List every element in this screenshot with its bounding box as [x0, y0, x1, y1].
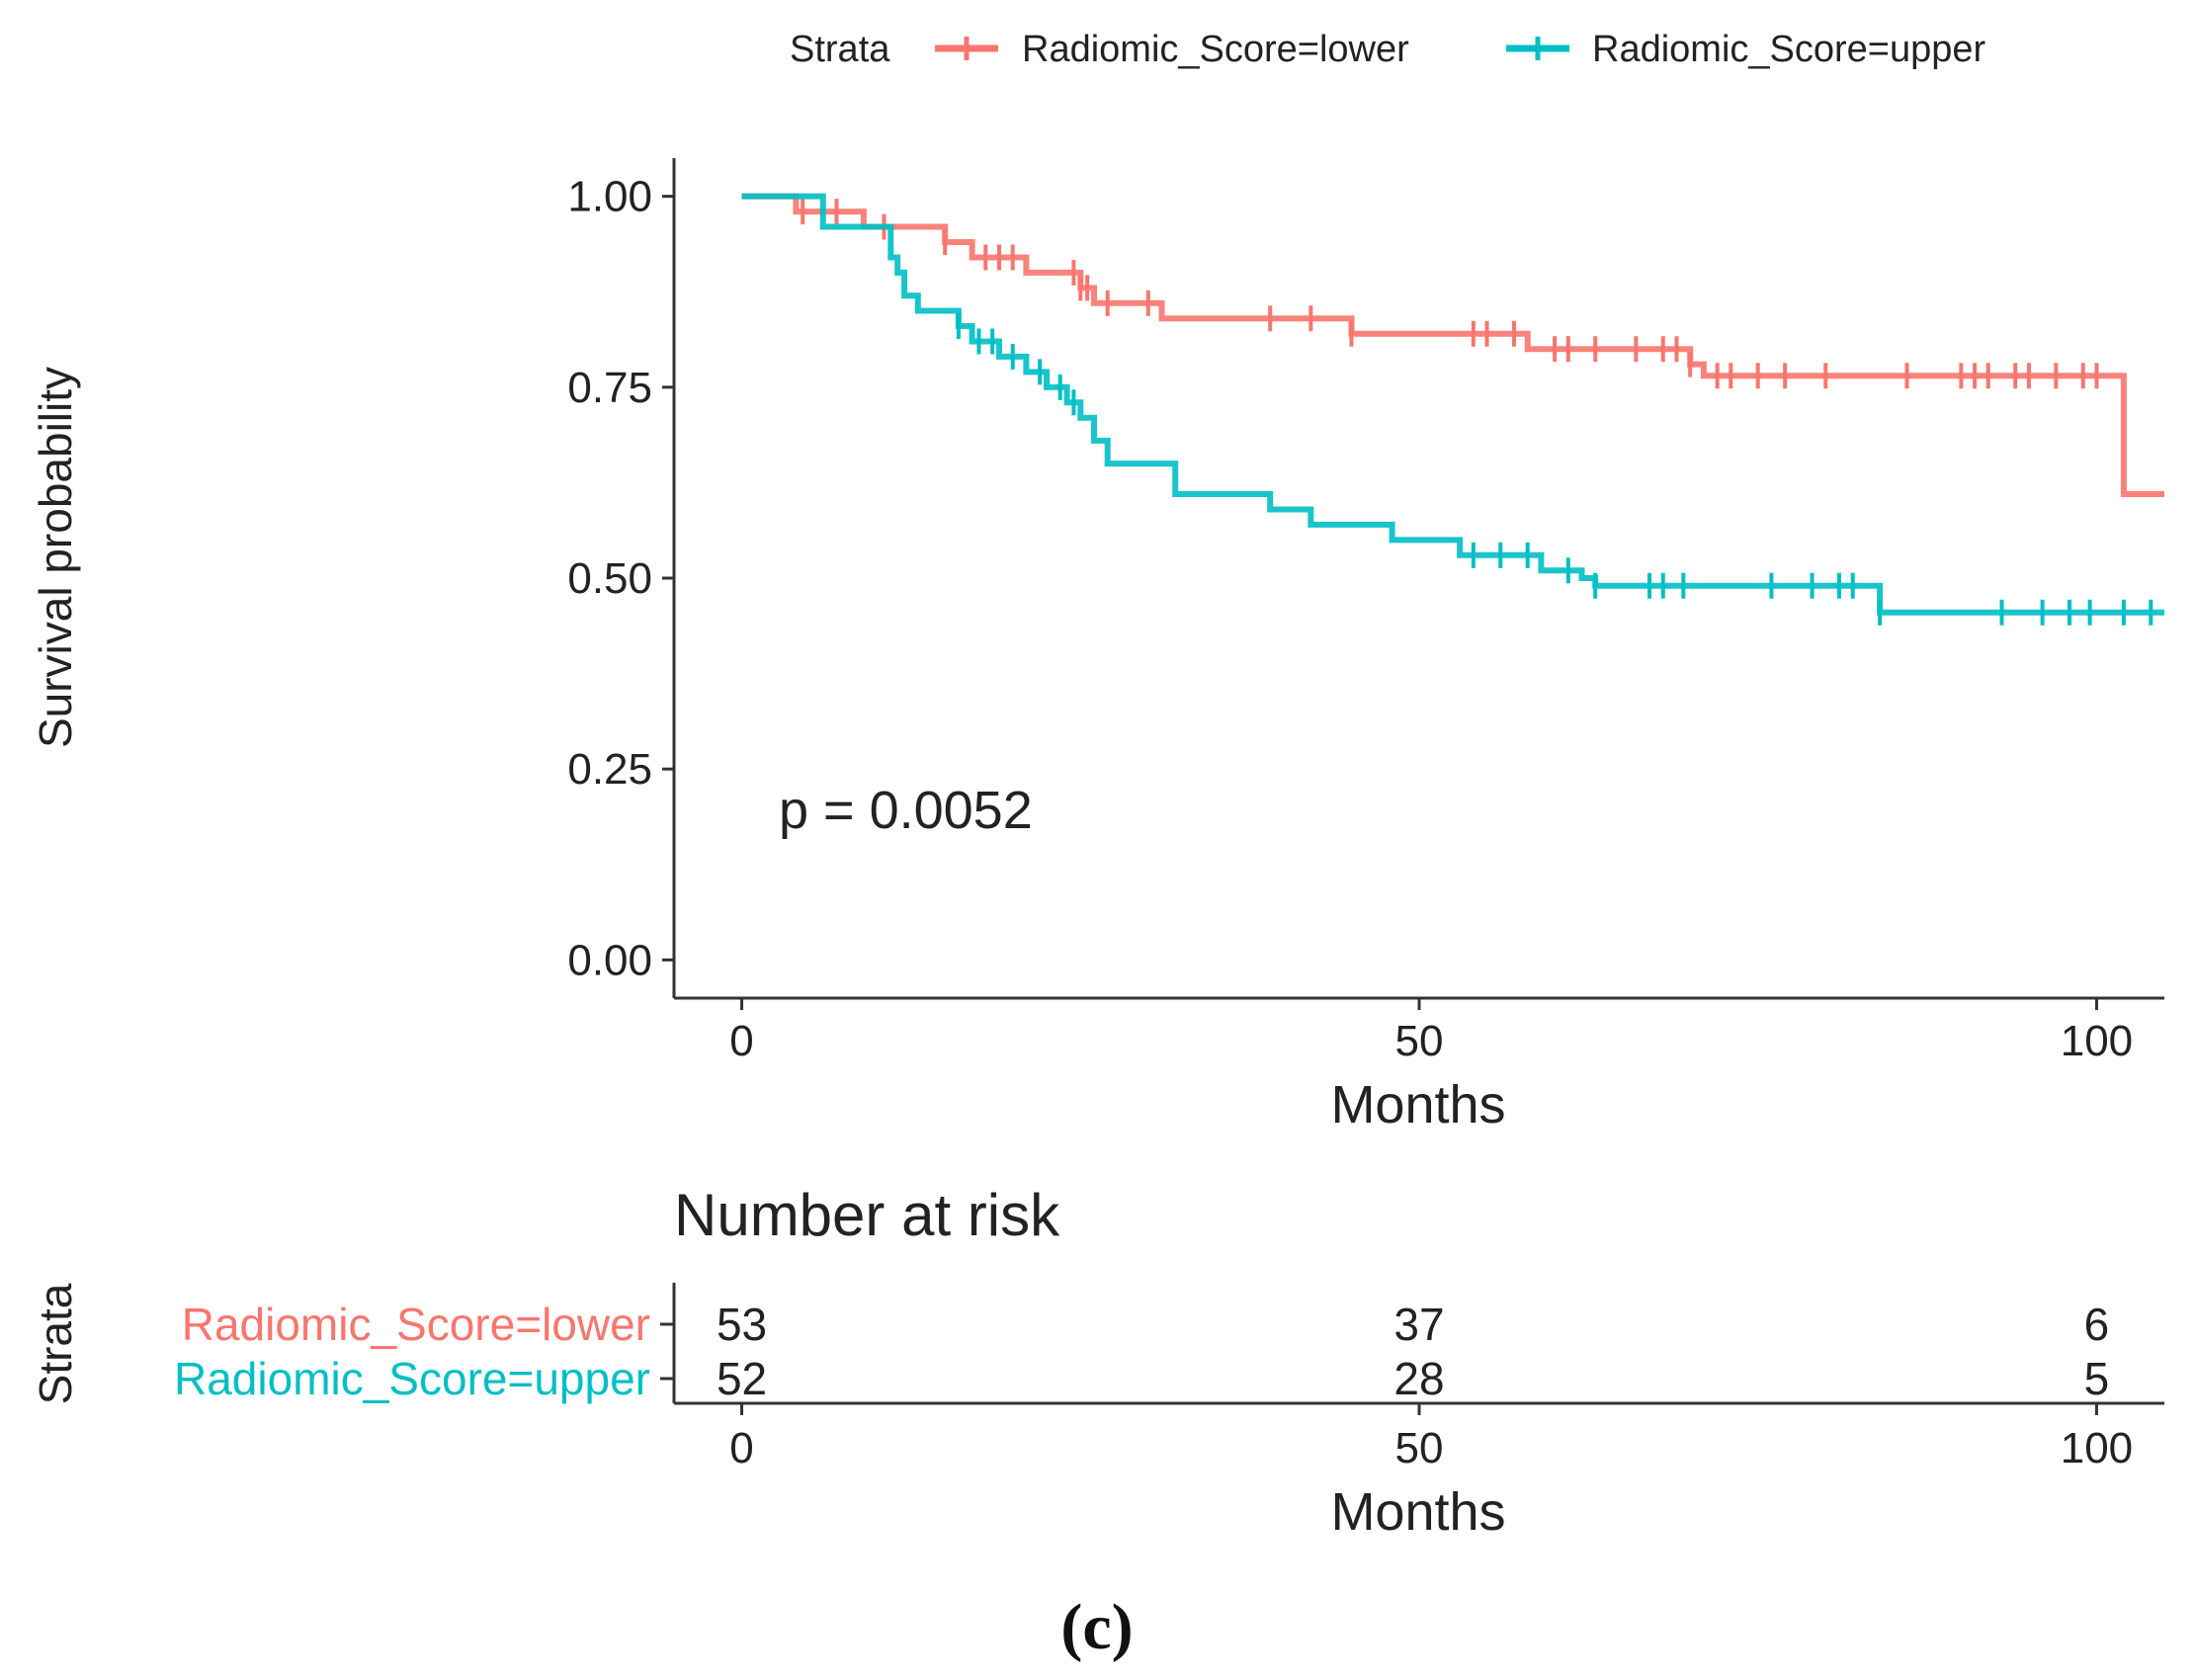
risk-x-tick-label: 50	[1395, 1424, 1444, 1472]
legend-key-upper	[1506, 37, 1569, 60]
risk-count: 6	[2084, 1299, 2110, 1350]
survival-curve-lower	[741, 193, 2164, 497]
y-axis-label: Survival probability	[30, 367, 81, 748]
survival-curves	[741, 193, 2164, 626]
legend-label-upper: Radiomic_Score=upper	[1592, 29, 1986, 70]
legend: Strata Radiomic_Score=lower Radiomic_Sco…	[790, 29, 1986, 70]
legend-key-lower	[935, 37, 998, 60]
risk-count: 28	[1393, 1353, 1444, 1404]
x-tick-label: 0	[729, 1017, 753, 1065]
panel-label: (c)	[1060, 1591, 1133, 1663]
x-tick-label: 50	[1395, 1017, 1444, 1065]
y-tick-label: 0.00	[567, 936, 652, 984]
risk-count: 52	[717, 1353, 767, 1404]
risk-x-tick-label: 100	[2061, 1424, 2133, 1472]
legend-title: Strata	[790, 29, 890, 70]
x-ticks: 0 50 100	[729, 998, 2133, 1065]
risk-x-axis-label: Months	[1330, 1482, 1505, 1542]
x-tick-label: 100	[2061, 1017, 2133, 1065]
risk-count: 37	[1393, 1299, 1444, 1350]
y-tick-label: 0.50	[567, 554, 652, 603]
risk-x-ticks: 0 50 100	[729, 1403, 2133, 1472]
risk-table-y-label: Strata	[30, 1283, 81, 1404]
risk-table-title: Number at risk	[674, 1182, 1060, 1248]
survival-plot: Survival probability 0.00 0.25 0.50 0.75 1.0…	[30, 158, 2164, 1134]
survival-curve-upper	[741, 193, 2164, 616]
p-value-annotation: p = 0.0052	[779, 781, 1033, 840]
x-axis-label: Months	[1330, 1075, 1505, 1134]
y-tick-label: 1.00	[567, 173, 652, 221]
risk-row-label: Radiomic_Score=lower	[182, 1299, 650, 1350]
y-tick-label: 0.75	[567, 364, 652, 412]
risk-table: Number at risk Strata Radiomic_Score=low…	[30, 1182, 2164, 1542]
risk-count: 53	[717, 1299, 767, 1350]
y-ticks: 0.00 0.25 0.50 0.75 1.00	[567, 173, 674, 984]
risk-row-label: Radiomic_Score=upper	[174, 1353, 650, 1404]
risk-x-tick-label: 0	[729, 1424, 753, 1472]
y-tick-label: 0.25	[567, 745, 652, 794]
risk-rows: Radiomic_Score=lower 53 37 6 Radiomic_Score=…	[174, 1299, 2109, 1404]
legend-label-lower: Radiomic_Score=lower	[1022, 29, 1409, 70]
risk-count: 5	[2084, 1353, 2110, 1404]
